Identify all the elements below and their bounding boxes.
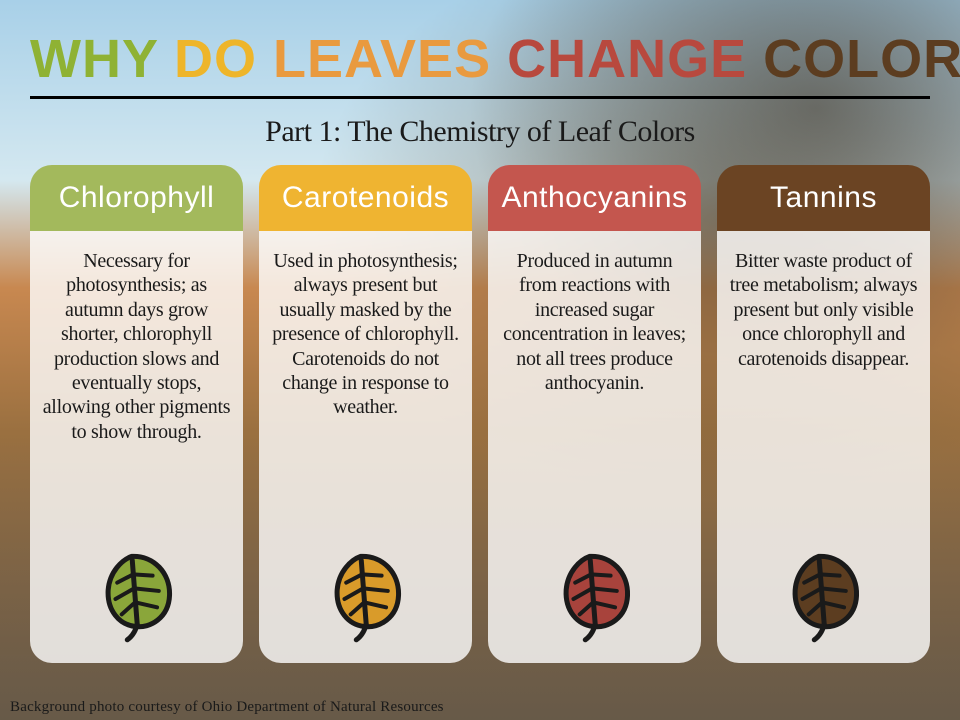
card-heading: Chlorophyll <box>30 165 243 231</box>
title-underline <box>30 96 930 99</box>
card-text: Produced in autumn from reactions with i… <box>496 249 693 395</box>
card-text: Necessary for photosynthesis; as autumn … <box>38 249 235 444</box>
card-tannins: Tannins Bitter waste product of tree met… <box>717 165 930 663</box>
card-heading: Carotenoids <box>259 165 472 231</box>
leaf-icon <box>540 539 650 649</box>
subtitle: Part 1: The Chemistry of Leaf Colors <box>30 115 930 149</box>
title-word-5: COLORS <box>763 29 960 89</box>
card-chlorophyll: Chlorophyll Necessary for photosynthesis… <box>30 165 243 663</box>
leaf-icon <box>769 539 879 649</box>
title-word-1: WHY <box>30 29 158 89</box>
infographic-page: WHY DO LEAVES CHANGE COLORS? Part 1: The… <box>0 0 960 720</box>
card-text: Used in photosynthesis; always present b… <box>267 249 464 420</box>
card-row: Chlorophyll Necessary for photosynthesis… <box>30 165 930 663</box>
leaf-icon <box>82 539 192 649</box>
title-word-3: LEAVES <box>273 29 491 89</box>
title-word-2: DO <box>174 29 257 89</box>
leaf-icon <box>311 539 421 649</box>
card-body: Produced in autumn from reactions with i… <box>488 231 701 663</box>
photo-credit: Background photo courtesy of Ohio Depart… <box>10 699 444 716</box>
card-body: Bitter waste product of tree metabolism;… <box>717 231 930 663</box>
card-body: Used in photosynthesis; always present b… <box>259 231 472 663</box>
card-heading: Tannins <box>717 165 930 231</box>
card-carotenoids: Carotenoids Used in photosynthesis; alwa… <box>259 165 472 663</box>
page-title: WHY DO LEAVES CHANGE COLORS? <box>30 28 930 90</box>
card-heading: Anthocyanins <box>488 165 701 231</box>
card-anthocyanins: Anthocyanins Produced in autumn from rea… <box>488 165 701 663</box>
card-text: Bitter waste product of tree metabolism;… <box>725 249 922 371</box>
title-word-4: CHANGE <box>507 29 747 89</box>
card-body: Necessary for photosynthesis; as autumn … <box>30 231 243 663</box>
